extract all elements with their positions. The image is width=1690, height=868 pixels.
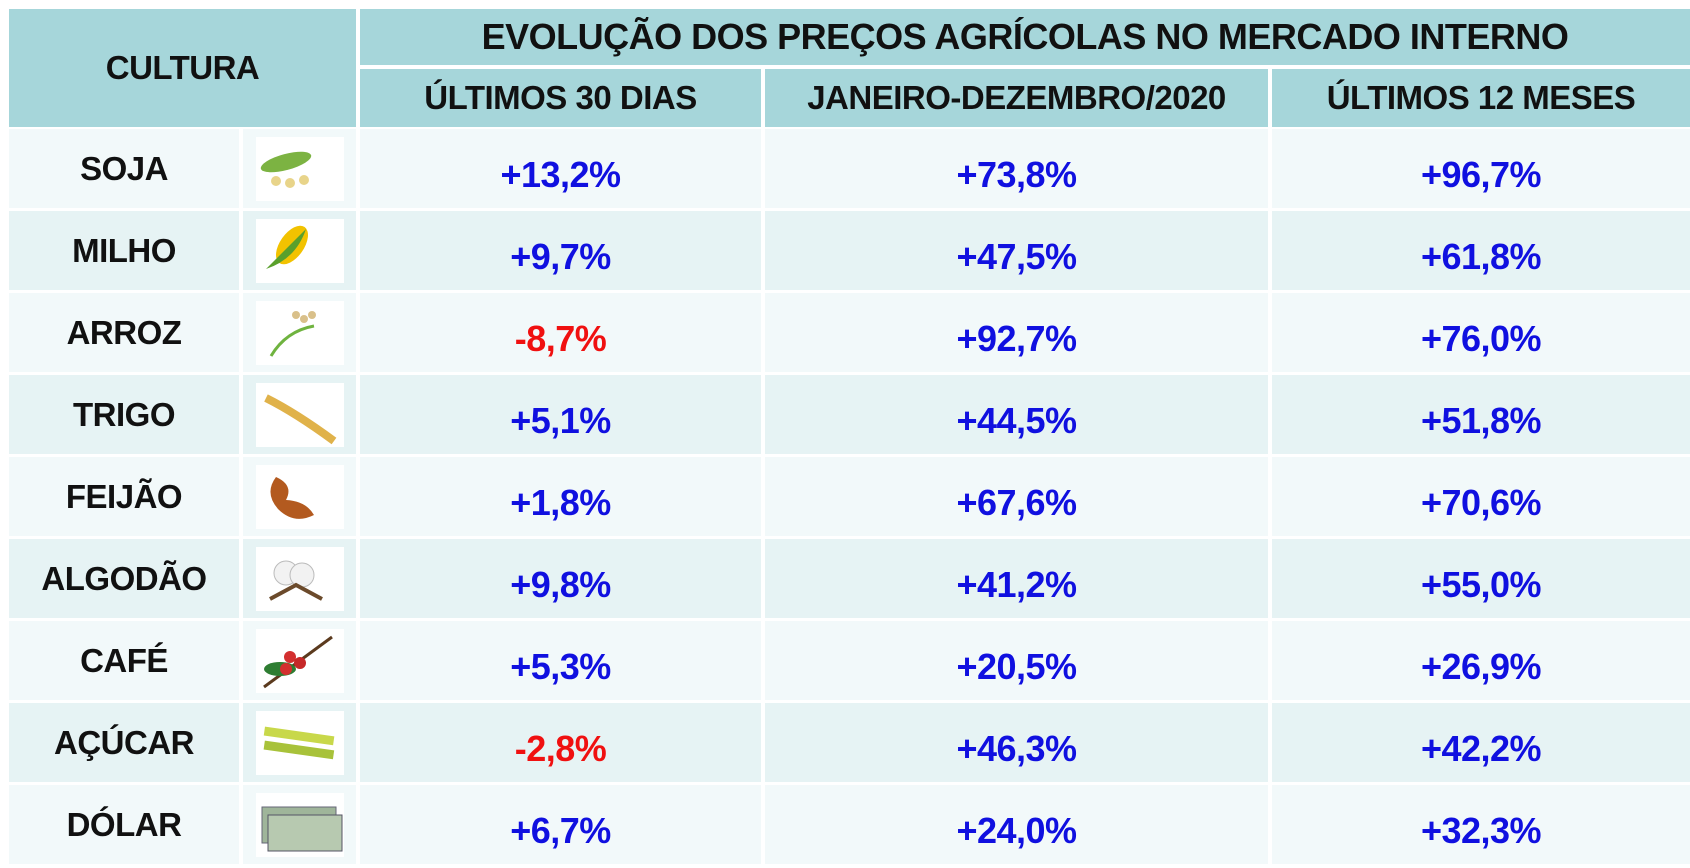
value-cell: +67,6%	[765, 457, 1268, 536]
value-cell: +13,2%	[360, 129, 761, 208]
row-label: AÇÚCAR	[9, 703, 239, 782]
value-cell: +76,0%	[1272, 293, 1690, 372]
row-icon	[243, 375, 356, 454]
value-cell: -2,8%	[360, 703, 761, 782]
crop-icon	[256, 219, 344, 283]
row-icon	[243, 621, 356, 700]
value-cell: +73,8%	[765, 129, 1268, 208]
value-cell: +24,0%	[765, 785, 1268, 864]
row-icon	[243, 129, 356, 208]
value-cell: +47,5%	[765, 211, 1268, 290]
row-label: CAFÉ	[9, 621, 239, 700]
value-cell: +61,8%	[1272, 211, 1690, 290]
value-cell: -8,7%	[360, 293, 761, 372]
row-label: SOJA	[9, 129, 239, 208]
column-header: ÚLTIMOS 30 DIAS	[360, 69, 761, 127]
row-icon	[243, 293, 356, 372]
value-cell: +92,7%	[765, 293, 1268, 372]
crop-icon	[256, 383, 344, 447]
row-icon	[243, 211, 356, 290]
row-icon	[243, 539, 356, 618]
value-cell: +6,7%	[360, 785, 761, 864]
crop-icon	[256, 629, 344, 693]
crop-icon	[256, 465, 344, 529]
value-cell: +41,2%	[765, 539, 1268, 618]
value-cell: +96,7%	[1272, 129, 1690, 208]
row-icon	[243, 703, 356, 782]
value-cell: +9,7%	[360, 211, 761, 290]
value-cell: +5,1%	[360, 375, 761, 454]
row-label: TRIGO	[9, 375, 239, 454]
row-label: MILHO	[9, 211, 239, 290]
value-cell: +55,0%	[1272, 539, 1690, 618]
value-cell: +26,9%	[1272, 621, 1690, 700]
row-icon	[243, 457, 356, 536]
value-cell: +1,8%	[360, 457, 761, 536]
row-label: ALGODÃO	[9, 539, 239, 618]
value-cell: +32,3%	[1272, 785, 1690, 864]
row-label: ARROZ	[9, 293, 239, 372]
header-first-column: CULTURA	[9, 9, 356, 127]
header-title: EVOLUÇÃO DOS PREÇOS AGRÍCOLAS NO MERCADO…	[360, 9, 1690, 65]
row-label: DÓLAR	[9, 785, 239, 864]
price-table: CULTURA EVOLUÇÃO DOS PREÇOS AGRÍCOLAS NO…	[0, 0, 1690, 868]
crop-icon	[256, 137, 344, 201]
value-cell: +44,5%	[765, 375, 1268, 454]
crop-icon	[256, 711, 344, 775]
value-cell: +46,3%	[765, 703, 1268, 782]
row-icon	[243, 785, 356, 864]
crop-icon	[256, 547, 344, 611]
column-header: ÚLTIMOS 12 MESES	[1272, 69, 1690, 127]
value-cell: +5,3%	[360, 621, 761, 700]
row-label: FEIJÃO	[9, 457, 239, 536]
value-cell: +9,8%	[360, 539, 761, 618]
value-cell: +20,5%	[765, 621, 1268, 700]
value-cell: +51,8%	[1272, 375, 1690, 454]
column-header: JANEIRO-DEZEMBRO/2020	[765, 69, 1268, 127]
crop-icon	[256, 793, 344, 857]
value-cell: +70,6%	[1272, 457, 1690, 536]
crop-icon	[256, 301, 344, 365]
value-cell: +42,2%	[1272, 703, 1690, 782]
